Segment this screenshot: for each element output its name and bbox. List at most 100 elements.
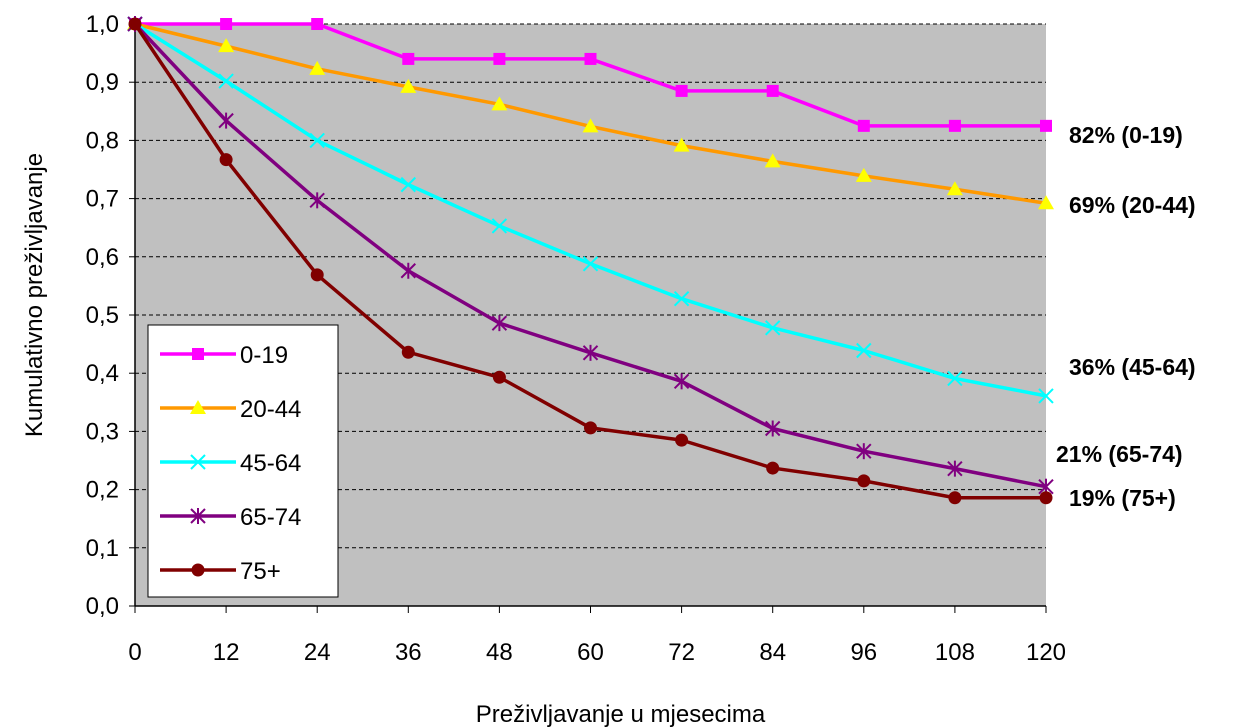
x-tick-label: 36 [395,639,422,666]
x-tick-label: 84 [759,639,786,666]
end-label-20-44: 69% (20-44) [1069,192,1196,218]
point-triangle [855,167,872,182]
x-axis-ticks: 0 12 24 36 48 60 72 84 96 108 120 [128,606,1066,666]
end-label-45-64: 36% (45-64) [1069,354,1196,380]
point-star [190,508,206,524]
point-square [584,52,597,65]
point-x [491,218,508,234]
point-x [309,132,325,149]
point-star [218,112,234,129]
legend-item-75+: 75+ [160,558,281,585]
y-axis-ticks: 0,0 0,1 0,2 0,3 0,4 0,5 0,6 0,7 0,8 0,9 1,0 [86,11,135,620]
legend-label: 0-19 [240,342,288,369]
end-label-0-19: 82% (0-19) [1069,122,1183,148]
point-circle [766,461,780,475]
point-circle [584,421,597,435]
end-labels: 82% (0-19) 69% (20-44) 36% (45-64) 21% (65-… [1056,122,1196,511]
point-triangle [764,153,781,168]
point-triangle [400,78,417,93]
x-tick-label: 12 [213,639,240,666]
point-x [190,454,206,470]
point-star [309,192,325,209]
x-tick-label: 0 [128,639,141,666]
legend-item-65-74: 65-74 [160,504,301,531]
legend-item-20-44: 20-44 [160,396,301,423]
y-tick-label: 0,5 [86,302,119,329]
point-square [402,52,415,65]
legend-label: 20-44 [240,396,301,423]
y-tick-label: 0,6 [86,244,119,271]
point-star [947,460,963,477]
point-circle [128,17,142,31]
y-tick-label: 0,4 [86,360,119,387]
point-circle [675,433,689,447]
point-triangle [582,118,599,133]
point-star [582,344,599,361]
y-tick-label: 0,7 [86,186,119,213]
legend: 0-19 20-44 45-64 65-74 75+ [147,324,339,598]
point-square [675,84,688,97]
legend-label: 75+ [240,558,281,585]
legend-item-0-19: 0-19 [160,342,288,369]
point-x [856,342,872,359]
point-triangle [491,96,508,111]
series-75+ [128,17,1053,505]
point-circle [857,474,871,488]
series-20-44 [127,16,1054,210]
point-circle [1039,491,1053,505]
point-triangle [1038,195,1054,210]
point-circle [401,345,415,359]
x-axis-title: Preživljavanje u mjesecima [476,701,766,728]
point-star [491,315,508,332]
point-triangle [309,60,326,75]
point-circle [219,153,233,167]
series-45-64 [127,16,1054,404]
series-65-74 [127,16,1054,495]
point-star [400,262,417,279]
point-square [857,119,870,132]
point-x [764,320,781,336]
point-square [948,119,961,132]
x-tick-label: 120 [1026,639,1066,666]
x-tick-label: 48 [486,639,513,666]
y-tick-label: 0,9 [86,69,119,96]
legend-item-45-64: 45-64 [160,450,301,477]
y-tick-label: 0,3 [86,418,119,445]
point-triangle [946,181,963,196]
point-x [947,370,963,387]
point-x [400,176,417,193]
point-triangle [673,137,690,152]
point-triangle [218,38,235,53]
legend-label: 45-64 [240,450,301,477]
end-label-75+: 19% (75+) [1069,485,1176,511]
series-lines [127,16,1054,505]
point-x [673,290,690,307]
end-label-65-74: 21% (65-74) [1056,441,1183,467]
x-tick-label: 96 [850,639,877,666]
point-circle [191,563,205,577]
point-circle [492,370,506,384]
y-tick-label: 0,1 [86,535,119,562]
y-tick-label: 1,0 [86,11,119,38]
x-tick-label: 108 [935,639,975,666]
x-tick-label: 24 [304,639,331,666]
point-square [311,18,324,30]
point-square [220,18,233,30]
point-star [856,443,872,460]
point-circle [310,268,324,282]
point-square [493,52,506,65]
y-tick-label: 0,0 [86,593,119,620]
point-x [218,73,234,89]
point-triangle [190,400,206,414]
y-axis-title: Kumulativno preživljavanje [21,153,48,437]
point-square [766,84,779,97]
point-square [1040,119,1052,132]
point-circle [948,491,962,505]
point-star [764,420,781,437]
series-0-19 [129,18,1052,132]
y-tick-label: 0,2 [86,477,119,504]
point-x [1038,388,1054,404]
x-tick-label: 60 [577,639,604,666]
y-tick-label: 0,8 [86,127,119,154]
